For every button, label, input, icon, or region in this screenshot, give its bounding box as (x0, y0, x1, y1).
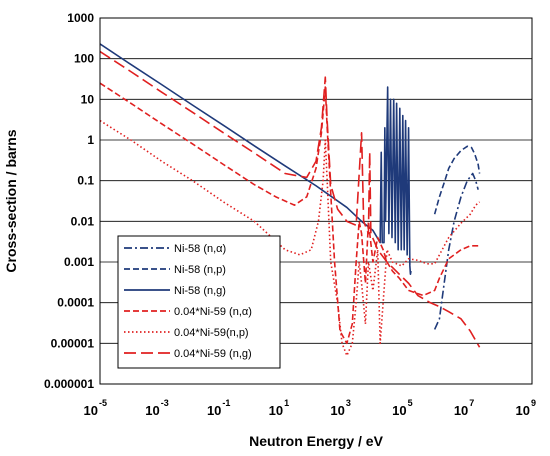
series-line-1 (433, 145, 481, 215)
x-tick-exponent: 7 (469, 398, 474, 408)
x-tick-base: 10 (207, 403, 221, 418)
y-tick-label: 10 (81, 92, 95, 106)
legend-label: 0.04*Ni-59(n,p) (174, 327, 249, 339)
x-tick-base: 10 (454, 403, 468, 418)
y-tick-label: 0.00001 (51, 336, 95, 350)
y-axis-label: Cross-section / barns (3, 129, 19, 272)
x-tick-label: 10 9 (516, 398, 536, 418)
series-line-4 (100, 119, 481, 357)
series-layer (100, 43, 481, 357)
x-tick-label: 10 1 (269, 398, 289, 418)
x-tick-base: 10 (269, 403, 283, 418)
legend: Ni-58 (n,α) Ni-58 (n,p) Ni-58 (n,g) 0.04*Ni… (117, 235, 281, 369)
legend-label: Ni-58 (n,g) (174, 285, 226, 297)
x-tick-exponent: -1 (222, 398, 230, 408)
x-tick-base: 10 (392, 403, 406, 418)
legend-label: Ni-58 (n,p) (174, 264, 226, 276)
series-line-5 (100, 50, 481, 348)
x-tick-exponent: -5 (99, 398, 107, 408)
x-axis-label: Neutron Energy / eV (249, 433, 383, 449)
x-tick-exponent: 1 (284, 398, 289, 408)
x-tick-exponent: 9 (531, 398, 536, 408)
x-tick-label: 10 -1 (207, 398, 230, 418)
legend-label: Ni-58 (n,α) (174, 243, 226, 255)
x-tick-label: 10 -5 (84, 398, 107, 418)
x-tick-base: 10 (145, 403, 159, 418)
y-tick-label: 0.01 (71, 214, 95, 228)
x-tick-label: 10 5 (392, 398, 412, 418)
x-tick-exponent: 3 (346, 398, 351, 408)
y-tick-label: 0.000001 (44, 377, 94, 391)
x-tick-label: 10 7 (454, 398, 474, 418)
y-tick-labels: 1000 100 10 1 0.1 0.01 0.001 0.0001 0.00001 0.000… (44, 11, 94, 391)
y-tick-label: 100 (74, 52, 94, 66)
x-tick-labels: 10 -5 10 -3 10 -1 10 1 10 3 10 5 10 7 10 9 (84, 398, 536, 418)
x-tick-base: 10 (330, 403, 344, 418)
series-line-0 (433, 172, 479, 330)
y-tick-label: 0.1 (77, 174, 94, 188)
legend-box (117, 235, 281, 369)
plot-frame (99, 17, 533, 385)
x-tick-label: 10 3 (330, 398, 350, 418)
series-line-3 (100, 82, 480, 345)
legend-label: 0.04*Ni-59 (n,g) (174, 348, 252, 360)
y-tick-label: 0.0001 (57, 296, 94, 310)
legend-label: 0.04*Ni-59 (n,α) (174, 306, 252, 318)
x-tick-base: 10 (84, 403, 98, 418)
x-tick-exponent: -3 (161, 398, 169, 408)
y-tick-label: 0.001 (64, 255, 94, 269)
x-tick-exponent: 5 (408, 398, 413, 408)
x-tick-base: 10 (516, 403, 530, 418)
series-line-2 (100, 43, 412, 276)
y-tick-label: 1 (87, 133, 94, 147)
y-tick-label: 1000 (67, 11, 94, 25)
x-tick-label: 10 -3 (145, 398, 168, 418)
